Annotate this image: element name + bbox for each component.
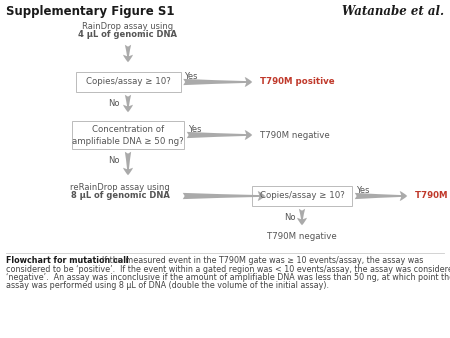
Text: amplifiable DNA ≥ 50 ng?: amplifiable DNA ≥ 50 ng? — [72, 137, 184, 145]
Text: No: No — [108, 156, 120, 165]
Text: T790M negative: T790M negative — [267, 232, 337, 241]
Text: No: No — [284, 213, 296, 222]
Text: T790M positive: T790M positive — [260, 77, 335, 87]
Text: Copies/assay ≥ 10?: Copies/assay ≥ 10? — [260, 192, 344, 200]
Text: Yes: Yes — [188, 125, 202, 134]
Text: Watanabe et al.: Watanabe et al. — [342, 5, 444, 18]
FancyBboxPatch shape — [72, 121, 184, 149]
Text: T790M negative: T790M negative — [260, 130, 330, 140]
Text: Yes: Yes — [356, 186, 369, 195]
Text: Yes: Yes — [184, 72, 198, 81]
Text: Copies/assay ≥ 10?: Copies/assay ≥ 10? — [86, 77, 171, 87]
Text: If the measured event in the T790M gate was ≥ 10 events/assay, the assay was: If the measured event in the T790M gate … — [97, 256, 423, 265]
Text: 8 μL of genomic DNA: 8 μL of genomic DNA — [71, 191, 170, 200]
Text: RainDrop assay using: RainDrop assay using — [82, 22, 174, 31]
FancyBboxPatch shape — [252, 186, 352, 206]
Text: assay was performed using 8 μL of DNA (double the volume of the initial assay).: assay was performed using 8 μL of DNA (d… — [6, 282, 329, 290]
FancyBboxPatch shape — [76, 72, 180, 92]
Text: Flowchart for mutation call: Flowchart for mutation call — [6, 256, 129, 265]
Text: Supplementary Figure S1: Supplementary Figure S1 — [6, 5, 175, 18]
Text: Concentration of: Concentration of — [92, 124, 164, 134]
Text: ‘negative’.  An assay was inconclusive if the amount of amplifiable DNA was less: ‘negative’. An assay was inconclusive if… — [6, 273, 450, 282]
Text: T790M positive: T790M positive — [415, 192, 450, 200]
Text: reRainDrop assay using: reRainDrop assay using — [70, 183, 170, 192]
Text: 4 μL of genomic DNA: 4 μL of genomic DNA — [78, 30, 177, 39]
Text: No: No — [108, 99, 120, 108]
Text: considered to be ‘positive’.  If the event within a gated region was < 10 events: considered to be ‘positive’. If the even… — [6, 265, 450, 273]
